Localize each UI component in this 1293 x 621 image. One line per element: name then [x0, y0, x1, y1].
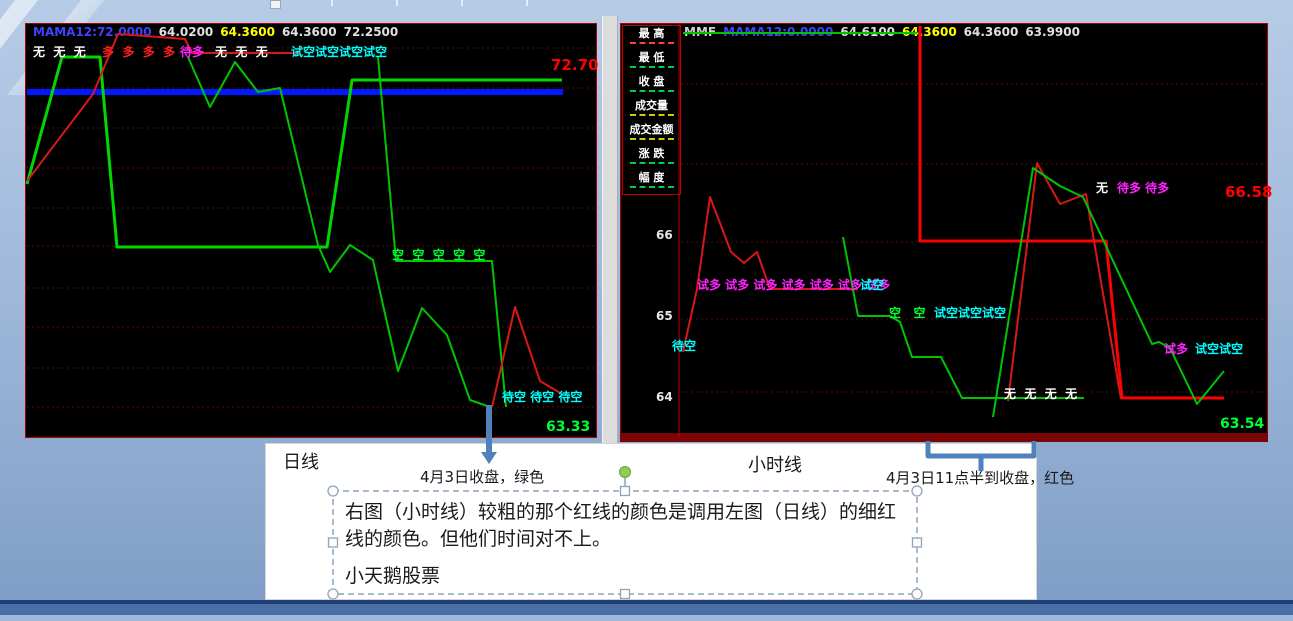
ruler-tick	[526, 0, 528, 6]
hourly-header-segment: 64.3600	[963, 25, 1019, 39]
daily-header-segment: 64.3600	[220, 25, 275, 39]
daily-signal-label: 空 空 空 空 空	[392, 248, 486, 262]
daily-chart-panel[interactable]	[25, 23, 597, 438]
daily-header-segment: 72.2500	[343, 25, 399, 39]
note-text-line1: 右图（小时线）较粗的那个红线的颜色是调用左图（日线）的细红	[345, 501, 897, 523]
hourly-signal-label: 试空试空试空	[934, 306, 1007, 320]
daily-signal-label: 试空试空试空试空	[291, 45, 388, 59]
indicator-label: 最 高	[638, 27, 665, 40]
stock-name-text: 小天鹅股票	[345, 565, 441, 587]
indicator-row[interactable]: 幅 度	[623, 170, 680, 194]
daily-signal-label: 待空 待空 待空	[502, 390, 583, 404]
note-text-line2: 线的颜色。但他们时间对不上。	[345, 528, 612, 550]
hourly-chart-caption: 小时线	[748, 455, 802, 476]
window-divider[interactable]	[602, 16, 618, 443]
indicator-color-line	[629, 90, 674, 92]
daily-signal-label: 72.70	[551, 56, 599, 74]
hourly-signal-label: 66.58	[1225, 183, 1273, 201]
ruler-tick	[461, 0, 463, 6]
hourly-signal-label: 65	[656, 309, 673, 323]
indicator-color-line	[629, 162, 674, 164]
hourly-header-segment: MAMA12:0.0000	[723, 25, 834, 39]
hourly-header-segment: 63.9900	[1025, 25, 1080, 39]
bracket-caption: 4月3日11点半到收盘，红色	[886, 469, 1075, 487]
window-bottom-bar-light	[0, 615, 1293, 621]
hourly-chart-panel[interactable]	[620, 23, 1268, 438]
indicator-label: 成交金额	[629, 123, 674, 136]
daily-chart-header: MAMA12:72.0000 64.0200 64.3600 64.3600 72.25…	[33, 25, 405, 39]
arrow-caption: 4月3日收盘，绿色	[420, 468, 545, 486]
indicator-legend-panel[interactable]: 最 高最 低收 盘成交量成交金额涨 跌幅 度	[622, 25, 681, 195]
indicator-row[interactable]: 收 盘	[623, 74, 680, 98]
indicator-label: 涨 跌	[638, 147, 665, 160]
indicator-color-line	[629, 66, 674, 68]
hourly-signal-label: 无	[1096, 181, 1109, 195]
window-bottom-bar-dark	[0, 600, 1293, 604]
hourly-header-segment: 64.6100	[840, 25, 896, 39]
daily-signal-label: 多 多 多 多	[102, 45, 176, 59]
indicator-color-line	[629, 114, 674, 116]
indicator-row[interactable]: 最 高	[623, 26, 680, 50]
hourly-signal-label: 试多	[1164, 342, 1189, 356]
daily-header-segment: MAMA12:72.0000	[33, 25, 152, 39]
hourly-signal-label: 待多 待多	[1117, 181, 1170, 195]
hourly-chart-bottom-border	[620, 433, 1268, 442]
daily-signal-label: 63.33	[546, 419, 591, 435]
daily-chart-caption: 日线	[283, 452, 319, 473]
indicator-label: 幅 度	[638, 171, 665, 184]
indicator-label: 收 盘	[638, 75, 665, 88]
indicator-row[interactable]: 涨 跌	[623, 146, 680, 170]
hourly-signal-label: 空 空	[889, 306, 926, 320]
indicator-label: 最 低	[638, 51, 665, 64]
hourly-signal-label: 试空试空	[1195, 342, 1244, 356]
indicator-color-line	[629, 186, 674, 188]
hourly-signal-label: 试空	[860, 278, 885, 292]
indicator-row[interactable]: 最 低	[623, 50, 680, 74]
hourly-signal-label: 无 无 无 无	[1004, 387, 1078, 401]
hourly-signal-label: 66	[656, 228, 673, 242]
hourly-header-segment: 64.3600	[902, 25, 957, 39]
daily-header-segment: 64.0200	[158, 25, 214, 39]
indicator-label: 成交量	[635, 99, 668, 112]
daily-header-segment: 64.3600	[281, 25, 337, 39]
daily-signal-label: 无 无 无	[215, 45, 268, 59]
hourly-signal-label: 63.54	[1220, 416, 1265, 432]
daily-signal-label: 待多	[180, 45, 205, 59]
hourly-signal-label: 64	[656, 390, 673, 404]
window-bottom-bar	[0, 604, 1293, 615]
outer-textbox-top-handle[interactable]	[270, 0, 281, 9]
hourly-chart-header: MMF MAMA12:0.0000 64.6100 64.3600 64.3600 63.…	[684, 25, 1087, 39]
hourly-signal-label: 待空	[672, 339, 697, 353]
indicator-row[interactable]: 成交量	[623, 98, 680, 122]
daily-signal-label: 无 无 无	[33, 45, 86, 59]
hourly-header-segment: MMF	[684, 25, 717, 39]
indicator-color-line	[629, 42, 674, 44]
indicator-row[interactable]: 成交金额	[623, 122, 680, 146]
indicator-color-line	[629, 138, 674, 140]
ruler-tick	[331, 0, 333, 6]
ruler-tick	[396, 0, 398, 6]
